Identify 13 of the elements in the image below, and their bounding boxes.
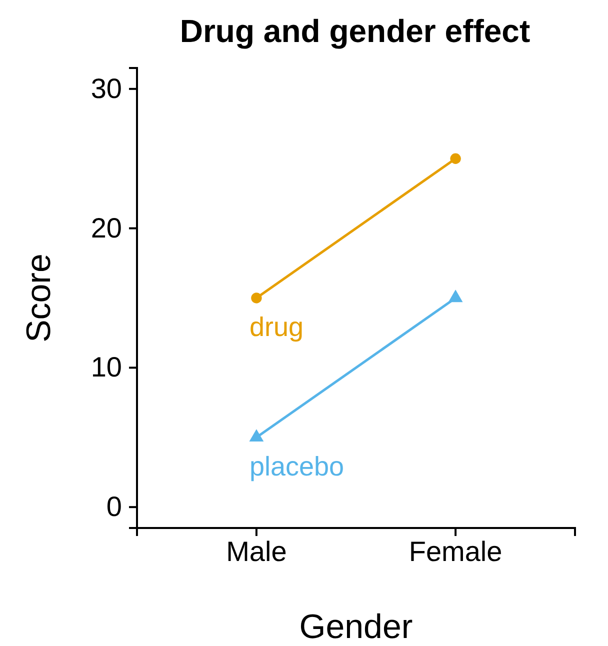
y-tick-label: 20 (90, 212, 122, 244)
x-tick-label: Male (226, 536, 287, 567)
y-tick-label: 30 (90, 72, 122, 104)
point (450, 153, 461, 164)
y-tick-label: 0 (106, 491, 122, 522)
chart-title: Drug and gender effect (180, 13, 530, 49)
y-axis-title: Score (20, 254, 58, 342)
series-label: drug (249, 312, 304, 342)
point (251, 292, 262, 304)
x-axis-title: Gender (299, 608, 413, 646)
y-tick-label: 10 (90, 352, 122, 383)
series-label: placebo (249, 451, 344, 482)
x-tick-label: Female (408, 536, 502, 567)
